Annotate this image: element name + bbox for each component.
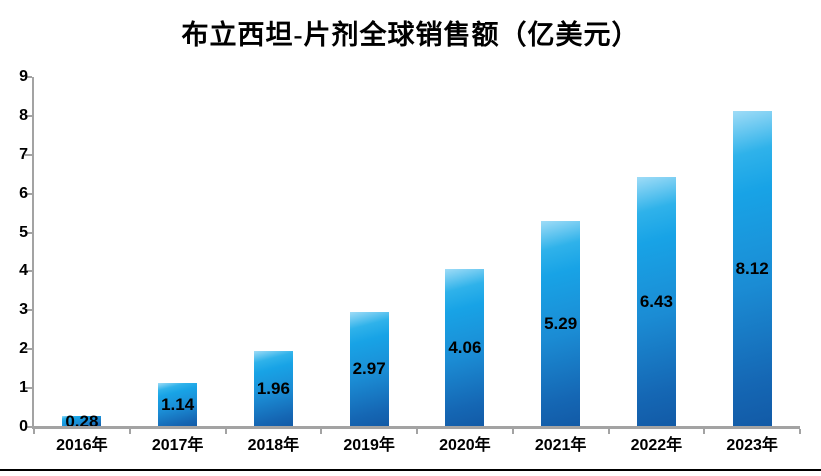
x-axis-tick	[799, 429, 801, 434]
y-axis-tick	[25, 426, 32, 428]
bar-2020年	[445, 269, 485, 427]
page-bottom-rule	[0, 469, 821, 471]
x-axis-tick	[416, 429, 418, 434]
bar-2022年	[636, 176, 676, 427]
bar-value-label: 1.96	[256, 378, 290, 398]
y-axis-tick-label: 8	[19, 106, 28, 124]
y-axis-tick	[25, 153, 32, 156]
x-axis-tick	[511, 429, 514, 434]
x-axis-line	[32, 426, 800, 429]
y-axis-tick-label: 6	[19, 184, 28, 202]
y-axis-tick-label: 0	[19, 418, 28, 435]
x-axis-label-2021年: 2021年	[534, 437, 587, 454]
y-axis-tick-label: 5	[19, 223, 28, 241]
y-axis-tick-label: 4	[19, 262, 28, 280]
x-axis-tick	[703, 429, 706, 434]
x-axis-label-2022年: 2022年	[630, 437, 683, 454]
x-axis-tick	[607, 429, 610, 434]
y-axis-tick-label: 2	[19, 340, 28, 358]
y-axis-tick	[25, 114, 32, 117]
chart-title: 布立西坦-片剂全球销售额（亿美元）	[181, 20, 640, 50]
y-axis-tick	[25, 192, 32, 195]
bar-2019年	[349, 311, 389, 427]
bar-value-label: 1.14	[161, 394, 195, 414]
x-axis-label-2020年: 2020年	[439, 437, 491, 454]
y-axis-tick	[25, 309, 32, 312]
x-axis-label-2017年: 2017年	[151, 437, 204, 454]
x-axis-tick	[320, 429, 323, 434]
x-axis-label-2018年: 2018年	[247, 437, 300, 454]
y-axis-tick	[25, 348, 32, 351]
bar-value-label: 6.43	[639, 291, 673, 311]
y-axis-tick-label: 7	[19, 145, 28, 163]
bar-2021年	[541, 221, 581, 427]
bar-value-label: 0.28	[65, 411, 99, 431]
y-axis-tick	[25, 387, 32, 390]
x-axis-label-2016年: 2016年	[56, 437, 108, 454]
y-axis-tick	[25, 76, 32, 78]
bar-value-label: 2.97	[352, 359, 386, 379]
y-axis-tick	[25, 231, 32, 234]
x-axis-tick	[128, 429, 131, 434]
x-axis-label-2019年: 2019年	[343, 437, 395, 454]
y-axis-tick	[25, 270, 32, 273]
y-axis-line	[32, 77, 34, 429]
x-axis-tick	[33, 429, 35, 434]
bar-2017年	[158, 382, 198, 427]
y-axis-tick-label: 9	[19, 68, 28, 85]
x-axis-tick	[224, 429, 227, 434]
y-axis-tick-label: 1	[19, 379, 28, 397]
bar-value-label: 5.29	[544, 314, 578, 334]
x-axis-label-2023年: 2023年	[726, 437, 778, 454]
bar-value-label: 4.06	[448, 338, 482, 358]
bar-2023年	[732, 111, 772, 427]
bar-2016年	[62, 416, 102, 427]
y-axis-tick-label: 3	[19, 301, 28, 319]
bar-value-label: 8.12	[735, 259, 769, 279]
bar-2018年	[253, 350, 293, 427]
